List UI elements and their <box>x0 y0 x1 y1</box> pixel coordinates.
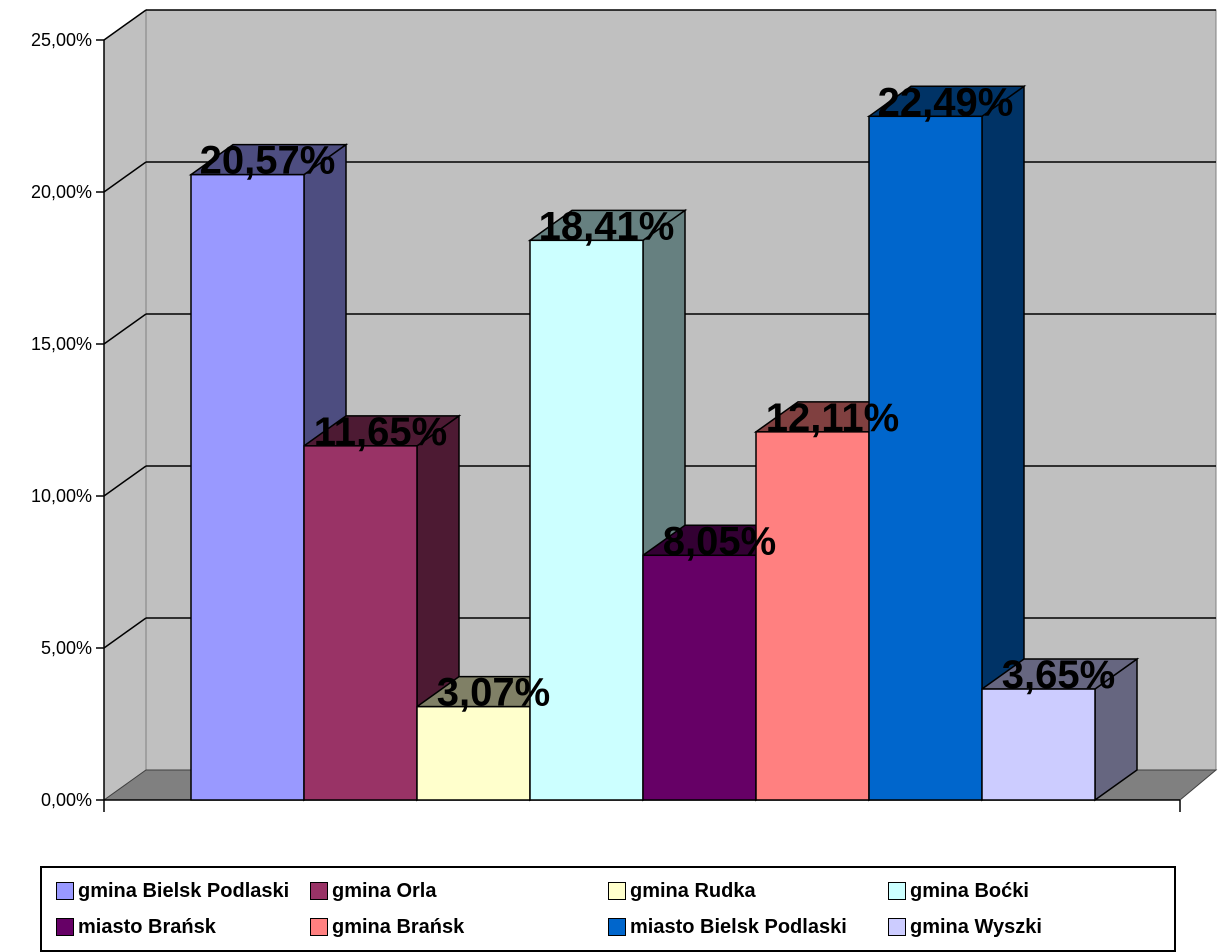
legend: gmina Bielsk Podlaski gmina Orla gmina Rud… <box>40 866 1176 952</box>
legend-swatch <box>56 882 74 900</box>
bar <box>303 445 418 801</box>
data-label: 3,65% <box>1002 653 1115 697</box>
legend-label: gmina Wyszki <box>910 915 1042 938</box>
data-label: 20,57% <box>200 139 336 183</box>
y-tick-label: 15,00% <box>31 334 92 354</box>
chart-plot-area: 0,00% 5,00% 10,00% 15,00% 20,00% 25,00% 20,57%… <box>31 9 1218 812</box>
side-wall <box>103 9 147 801</box>
bar <box>416 705 531 801</box>
bar <box>190 173 305 801</box>
legend-item: miasto Bielsk Podlaski <box>608 914 847 940</box>
legend-swatch <box>608 918 626 936</box>
bar <box>642 554 757 801</box>
legend-swatch <box>888 882 906 900</box>
y-tick-label: 0,00% <box>41 790 92 810</box>
bar <box>868 115 983 801</box>
legend-swatch <box>888 918 906 936</box>
legend-swatch <box>608 882 626 900</box>
legend-item: gmina Boćki <box>888 878 1029 904</box>
legend-item: gmina Bielsk Podlaski <box>56 878 289 904</box>
legend-item: gmina Wyszki <box>888 914 1042 940</box>
data-label: 3,07% <box>437 671 550 715</box>
legend-item: gmina Brańsk <box>310 914 464 940</box>
data-label: 22,49% <box>878 80 1014 124</box>
bar <box>981 688 1096 801</box>
legend-swatch <box>310 882 328 900</box>
gridline-side <box>103 313 147 345</box>
data-label: 18,41% <box>539 204 675 248</box>
legend-label: miasto Brańsk <box>78 915 216 938</box>
gridline-side <box>103 161 147 193</box>
bar <box>529 239 644 801</box>
legend-label: gmina Orla <box>332 879 437 902</box>
bar <box>755 431 870 801</box>
legend-item: gmina Rudka <box>608 878 756 904</box>
legend-label: gmina Rudka <box>630 879 756 902</box>
data-label: 11,65% <box>314 410 447 454</box>
legend-item: gmina Orla <box>310 878 436 904</box>
legend-label: gmina Boćki <box>910 879 1029 902</box>
y-tick-label: 20,00% <box>31 182 92 202</box>
legend-label: miasto Bielsk Podlaski <box>630 915 847 938</box>
legend-label: gmina Brańsk <box>332 915 465 938</box>
gridline-side <box>103 465 147 497</box>
data-label: 8,05% <box>663 519 776 563</box>
legend-swatch <box>56 918 74 936</box>
y-tick-label: 10,00% <box>31 486 92 506</box>
legend-label: gmina Bielsk Podlaski <box>78 879 290 902</box>
legend-item: miasto Brańsk <box>56 914 216 940</box>
gridline-side <box>103 617 147 649</box>
gridline-side <box>103 9 147 41</box>
y-tick-label: 5,00% <box>41 638 92 658</box>
data-label: 12,11% <box>766 396 899 440</box>
y-tick-label: 25,00% <box>31 30 92 50</box>
legend-swatch <box>310 918 328 936</box>
